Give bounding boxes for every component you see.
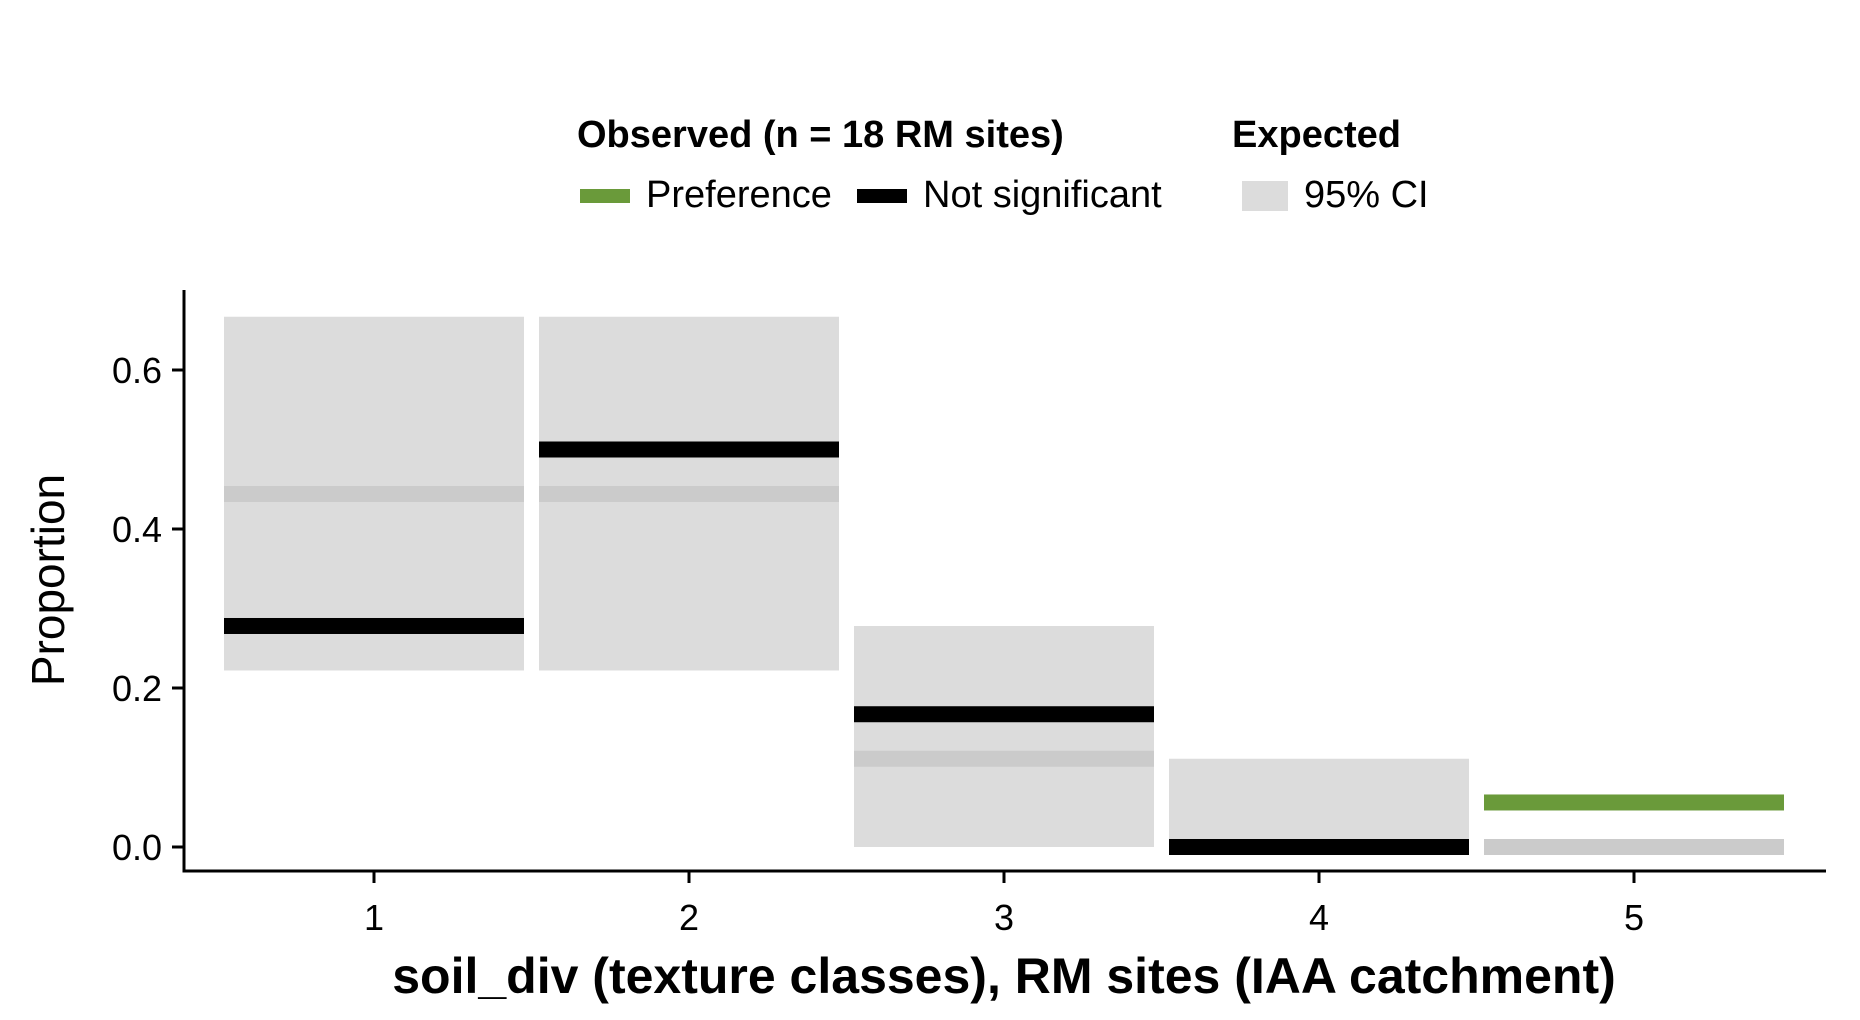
expected-line-2	[539, 486, 839, 503]
legend-expected-title: Expected	[1232, 114, 1401, 156]
observed-line-3	[854, 706, 1154, 723]
x-axis-title: soil_div (texture classes), RM sites (IA…	[392, 948, 1616, 1004]
plot-area	[224, 316, 1784, 855]
expected-line-5	[1484, 839, 1784, 855]
x-tick-label-4: 4	[1309, 897, 1329, 938]
legend-item-ci: 95% CI	[1242, 174, 1429, 217]
axes: 0.0 0.2 0.4 0.6 1 2 3 4 5	[112, 290, 1826, 938]
x-tick-label-2: 2	[679, 897, 699, 938]
legend-key-not-significant	[857, 188, 907, 203]
y-tick-label-0.2: 0.2	[112, 668, 162, 709]
legend-item-preference: Preference	[580, 174, 832, 217]
y-tick-label-0.4: 0.4	[112, 509, 162, 550]
x-tick-label-5: 5	[1624, 897, 1644, 938]
x-tick-label-1: 1	[364, 897, 384, 938]
legend-label-preference: Preference	[646, 174, 832, 216]
legend: Observed (n = 18 RM sites) Expected Pref…	[0, 114, 1860, 234]
x-tick-label-3: 3	[994, 897, 1014, 938]
legend-key-preference	[580, 188, 630, 203]
observed-line-4	[1169, 839, 1469, 855]
legend-label-not-significant: Not significant	[923, 174, 1162, 216]
observed-line-2	[539, 441, 839, 458]
y-tick-label-0.0: 0.0	[112, 827, 162, 868]
observed-line-1	[224, 617, 524, 634]
expected-line-3	[854, 750, 1154, 767]
legend-observed-title: Observed (n = 18 RM sites)	[577, 114, 1064, 156]
ci-box-3	[854, 625, 1154, 847]
legend-key-ci	[1242, 180, 1288, 211]
legend-label-ci: 95% CI	[1304, 174, 1429, 216]
y-tick-label-0.6: 0.6	[112, 350, 162, 391]
ci-box-4	[1169, 758, 1469, 855]
y-axis-title: Proportion	[22, 474, 74, 686]
legend-item-not-significant: Not significant	[857, 174, 1162, 217]
observed-line-5	[1484, 794, 1784, 811]
expected-line-1	[224, 486, 524, 503]
